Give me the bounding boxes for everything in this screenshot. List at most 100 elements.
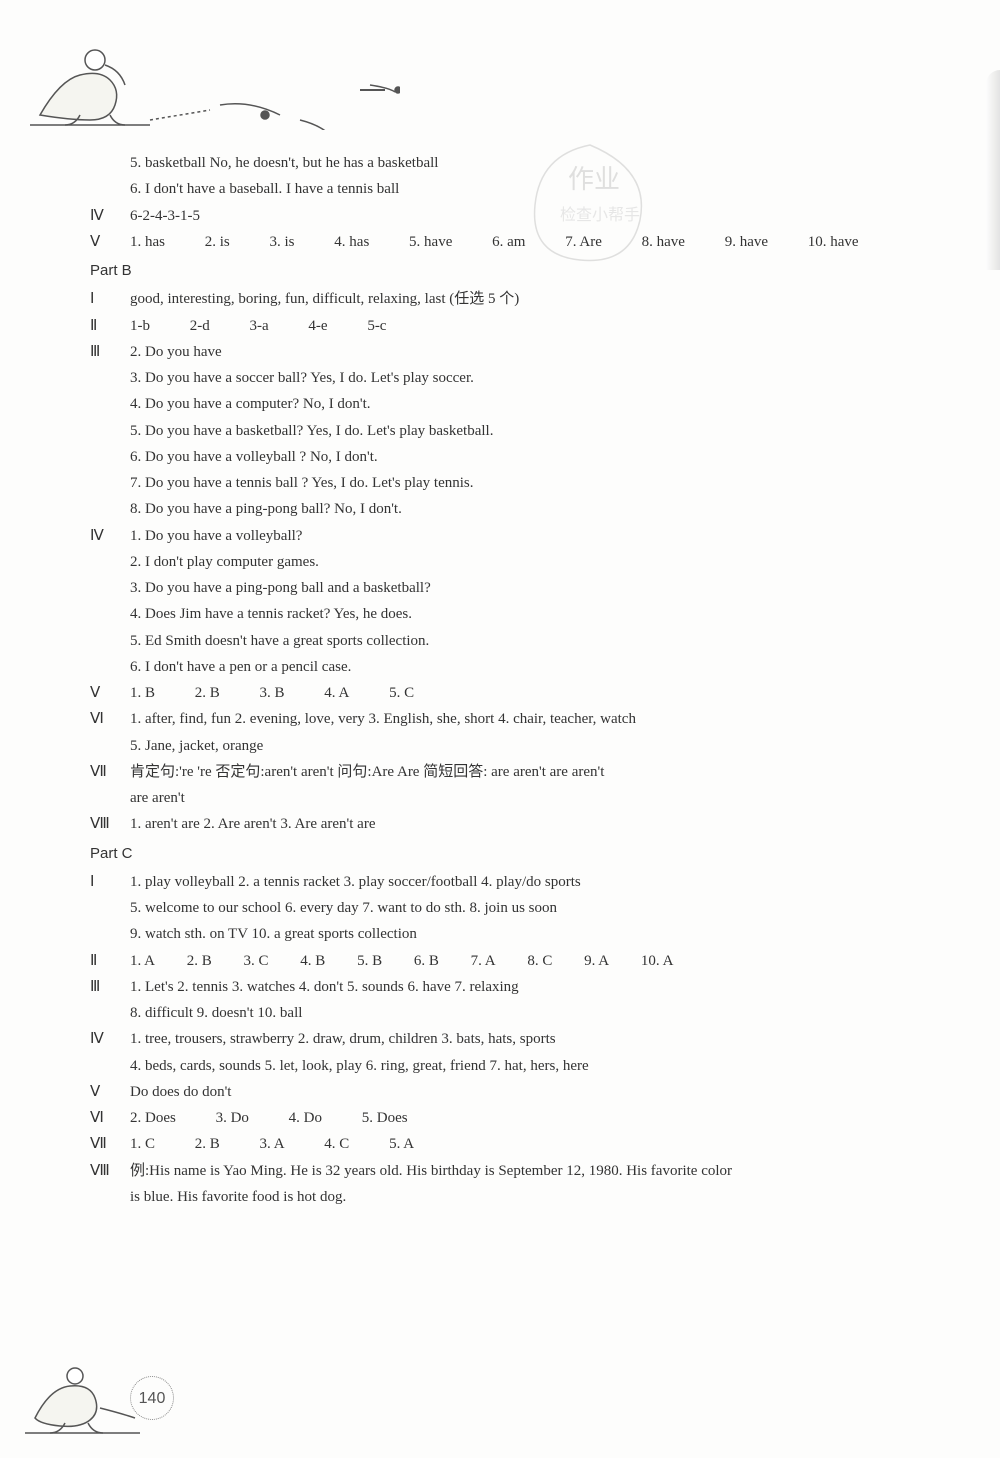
b-ii-3: 3-a: [250, 313, 269, 339]
b-iii-1: 3. Do you have a soccer ball? Yes, I do.…: [130, 365, 970, 391]
c-viii-1: is blue. His favorite food is hot dog.: [130, 1184, 970, 1210]
v-7: 7. Are: [565, 229, 602, 255]
row-c-i: Ⅰ 1. play volleyball 2. a tennis racket …: [90, 869, 970, 895]
row-v: Ⅴ 1. has 2. is 3. is 4. has 5. have 6. a…: [90, 229, 970, 255]
c-vi-2: 3. Do: [216, 1105, 249, 1131]
b-iv-3: 4. Does Jim have a tennis racket? Yes, h…: [130, 601, 970, 627]
c-ii-items: 1. A 2. B 3. C 4. B 5. B 6. B 7. A 8. C …: [130, 948, 970, 974]
v-9: 9. have: [725, 229, 768, 255]
v-8: 8. have: [642, 229, 685, 255]
page-number: 140: [130, 1376, 174, 1420]
roman-c-iv: Ⅳ: [90, 1026, 130, 1052]
b-iii-5: 7. Do you have a tennis ball ? Yes, I do…: [130, 470, 970, 496]
b-v-4: 4. A: [324, 680, 349, 706]
b-vii-1: are aren't: [130, 785, 970, 811]
c-ii-6: 6. B: [414, 948, 439, 974]
c-i-1: 5. welcome to our school 6. every day 7.…: [130, 895, 970, 921]
c-i-2: 9. watch sth. on TV 10. a great sports c…: [130, 921, 970, 947]
c-i-0: 1. play volleyball 2. a tennis racket 3.…: [130, 869, 970, 895]
row-b-iv: Ⅳ 1. Do you have a volleyball?: [90, 523, 970, 549]
roman-c-vi: Ⅵ: [90, 1105, 130, 1131]
b-iv-4: 5. Ed Smith doesn't have a great sports …: [130, 628, 970, 654]
c-vii-items: 1. C 2. B 3. A 4. C 5. A: [130, 1131, 970, 1157]
b-viii-text: 1. aren't are 2. Are aren't 3. Are aren'…: [130, 811, 970, 837]
c-iv-1: 4. beds, cards, sounds 5. let, look, pla…: [130, 1053, 970, 1079]
c-vii-3: 3. A: [260, 1131, 285, 1157]
b-iv-5: 6. I don't have a pen or a pencil case.: [130, 654, 970, 680]
c-ii-8: 8. C: [527, 948, 552, 974]
b-v-1: 1. B: [130, 680, 155, 706]
row-b-i: Ⅰ good, interesting, boring, fun, diffic…: [90, 286, 970, 312]
roman-iv: Ⅳ: [90, 203, 130, 229]
roman-v: Ⅴ: [90, 229, 130, 255]
b-ii-4: 4-e: [308, 313, 327, 339]
row-c-v: Ⅴ Do does do don't: [90, 1079, 970, 1105]
v-5: 5. have: [409, 229, 452, 255]
part-b-label: Part B: [90, 258, 970, 284]
c-ii-4: 4. B: [300, 948, 325, 974]
row-b-vi: Ⅵ 1. after, find, fun 2. evening, love, …: [90, 706, 970, 732]
c-vii-4: 4. C: [324, 1131, 349, 1157]
c-ii-7: 7. A: [471, 948, 496, 974]
c-vi-1: 2. Does: [130, 1105, 176, 1131]
c-ii-9: 9. A: [584, 948, 609, 974]
roman-c-vii: Ⅶ: [90, 1131, 130, 1157]
b-vi-1: 5. Jane, jacket, orange: [130, 733, 970, 759]
row-c-iv: Ⅳ 1. tree, trousers, strawberry 2. draw,…: [90, 1026, 970, 1052]
row-c-viii: Ⅷ 例:His name is Yao Ming. He is 32 years…: [90, 1158, 970, 1184]
c-vi-items: 2. Does 3. Do 4. Do 5. Does: [130, 1105, 970, 1131]
b-i-text: good, interesting, boring, fun, difficul…: [130, 286, 970, 312]
main-content: 5. basketball No, he doesn't, but he has…: [90, 150, 970, 1210]
top-cartoon-sketch: [20, 20, 400, 130]
b-iii-3: 5. Do you have a basketball? Yes, I do. …: [130, 418, 970, 444]
page-number-value: 140: [130, 1376, 174, 1420]
page-curl-shadow: [986, 70, 1000, 270]
c-v-text: Do does do don't: [130, 1079, 970, 1105]
iv-seq-text: 6-2-4-3-1-5: [130, 203, 970, 229]
roman-b-v: Ⅴ: [90, 680, 130, 706]
b-ii-2: 2-d: [190, 313, 210, 339]
c-iv-0: 1. tree, trousers, strawberry 2. draw, d…: [130, 1026, 970, 1052]
v-10: 10. have: [808, 229, 859, 255]
roman-b-iii: Ⅲ: [90, 339, 130, 365]
row-b-vii: Ⅶ 肯定句:'re 're 否定句:aren't aren't 问句:Are A…: [90, 759, 970, 785]
roman-c-v: Ⅴ: [90, 1079, 130, 1105]
b-v-2: 2. B: [195, 680, 220, 706]
row-b-viii: Ⅷ 1. aren't are 2. Are aren't 3. Are are…: [90, 811, 970, 837]
row-iv-seq: Ⅳ 6-2-4-3-1-5: [90, 203, 970, 229]
c-ii-1: 1. A: [130, 948, 155, 974]
roman-b-vi: Ⅵ: [90, 706, 130, 732]
b-iv-1: 2. I don't play computer games.: [130, 549, 970, 575]
row-c-vii: Ⅶ 1. C 2. B 3. A 4. C 5. A: [90, 1131, 970, 1157]
c-vii-5: 5. A: [389, 1131, 414, 1157]
c-iii-1: 8. difficult 9. doesn't 10. ball: [130, 1000, 970, 1026]
row-c-vi: Ⅵ 2. Does 3. Do 4. Do 5. Does: [90, 1105, 970, 1131]
c-ii-5: 5. B: [357, 948, 382, 974]
b-iii-4: 6. Do you have a volleyball ? No, I don'…: [130, 444, 970, 470]
b-iii-0: 2. Do you have: [130, 339, 970, 365]
row-c-iii: Ⅲ 1. Let's 2. tennis 3. watches 4. don't…: [90, 974, 970, 1000]
c-ii-3: 3. C: [244, 948, 269, 974]
roman-b-vii: Ⅶ: [90, 759, 130, 785]
top-line-6: 6. I don't have a baseball. I have a ten…: [130, 176, 970, 202]
row-b-ii: Ⅱ 1-b 2-d 3-a 4-e 5-c: [90, 313, 970, 339]
c-vi-3: 4. Do: [289, 1105, 322, 1131]
b-v-5: 5. C: [389, 680, 414, 706]
row-b-iii: Ⅲ 2. Do you have: [90, 339, 970, 365]
v-1: 1. has: [130, 229, 165, 255]
row-b-v: Ⅴ 1. B 2. B 3. B 4. A 5. C: [90, 680, 970, 706]
roman-c-ii: Ⅱ: [90, 948, 130, 974]
b-ii-items: 1-b 2-d 3-a 4-e 5-c: [130, 313, 970, 339]
b-iii-2: 4. Do you have a computer? No, I don't.: [130, 391, 970, 417]
c-vii-1: 1. C: [130, 1131, 155, 1157]
c-viii-0: 例:His name is Yao Ming. He is 32 years o…: [130, 1158, 970, 1184]
roman-c-iii: Ⅲ: [90, 974, 130, 1000]
c-ii-10: 10. A: [641, 948, 674, 974]
part-c-label: Part C: [90, 841, 970, 867]
roman-b-ii: Ⅱ: [90, 313, 130, 339]
c-ii-2: 2. B: [187, 948, 212, 974]
top-line-5: 5. basketball No, he doesn't, but he has…: [130, 150, 970, 176]
b-ii-1: 1-b: [130, 313, 150, 339]
b-iv-0: 1. Do you have a volleyball?: [130, 523, 970, 549]
b-ii-5: 5-c: [367, 313, 386, 339]
